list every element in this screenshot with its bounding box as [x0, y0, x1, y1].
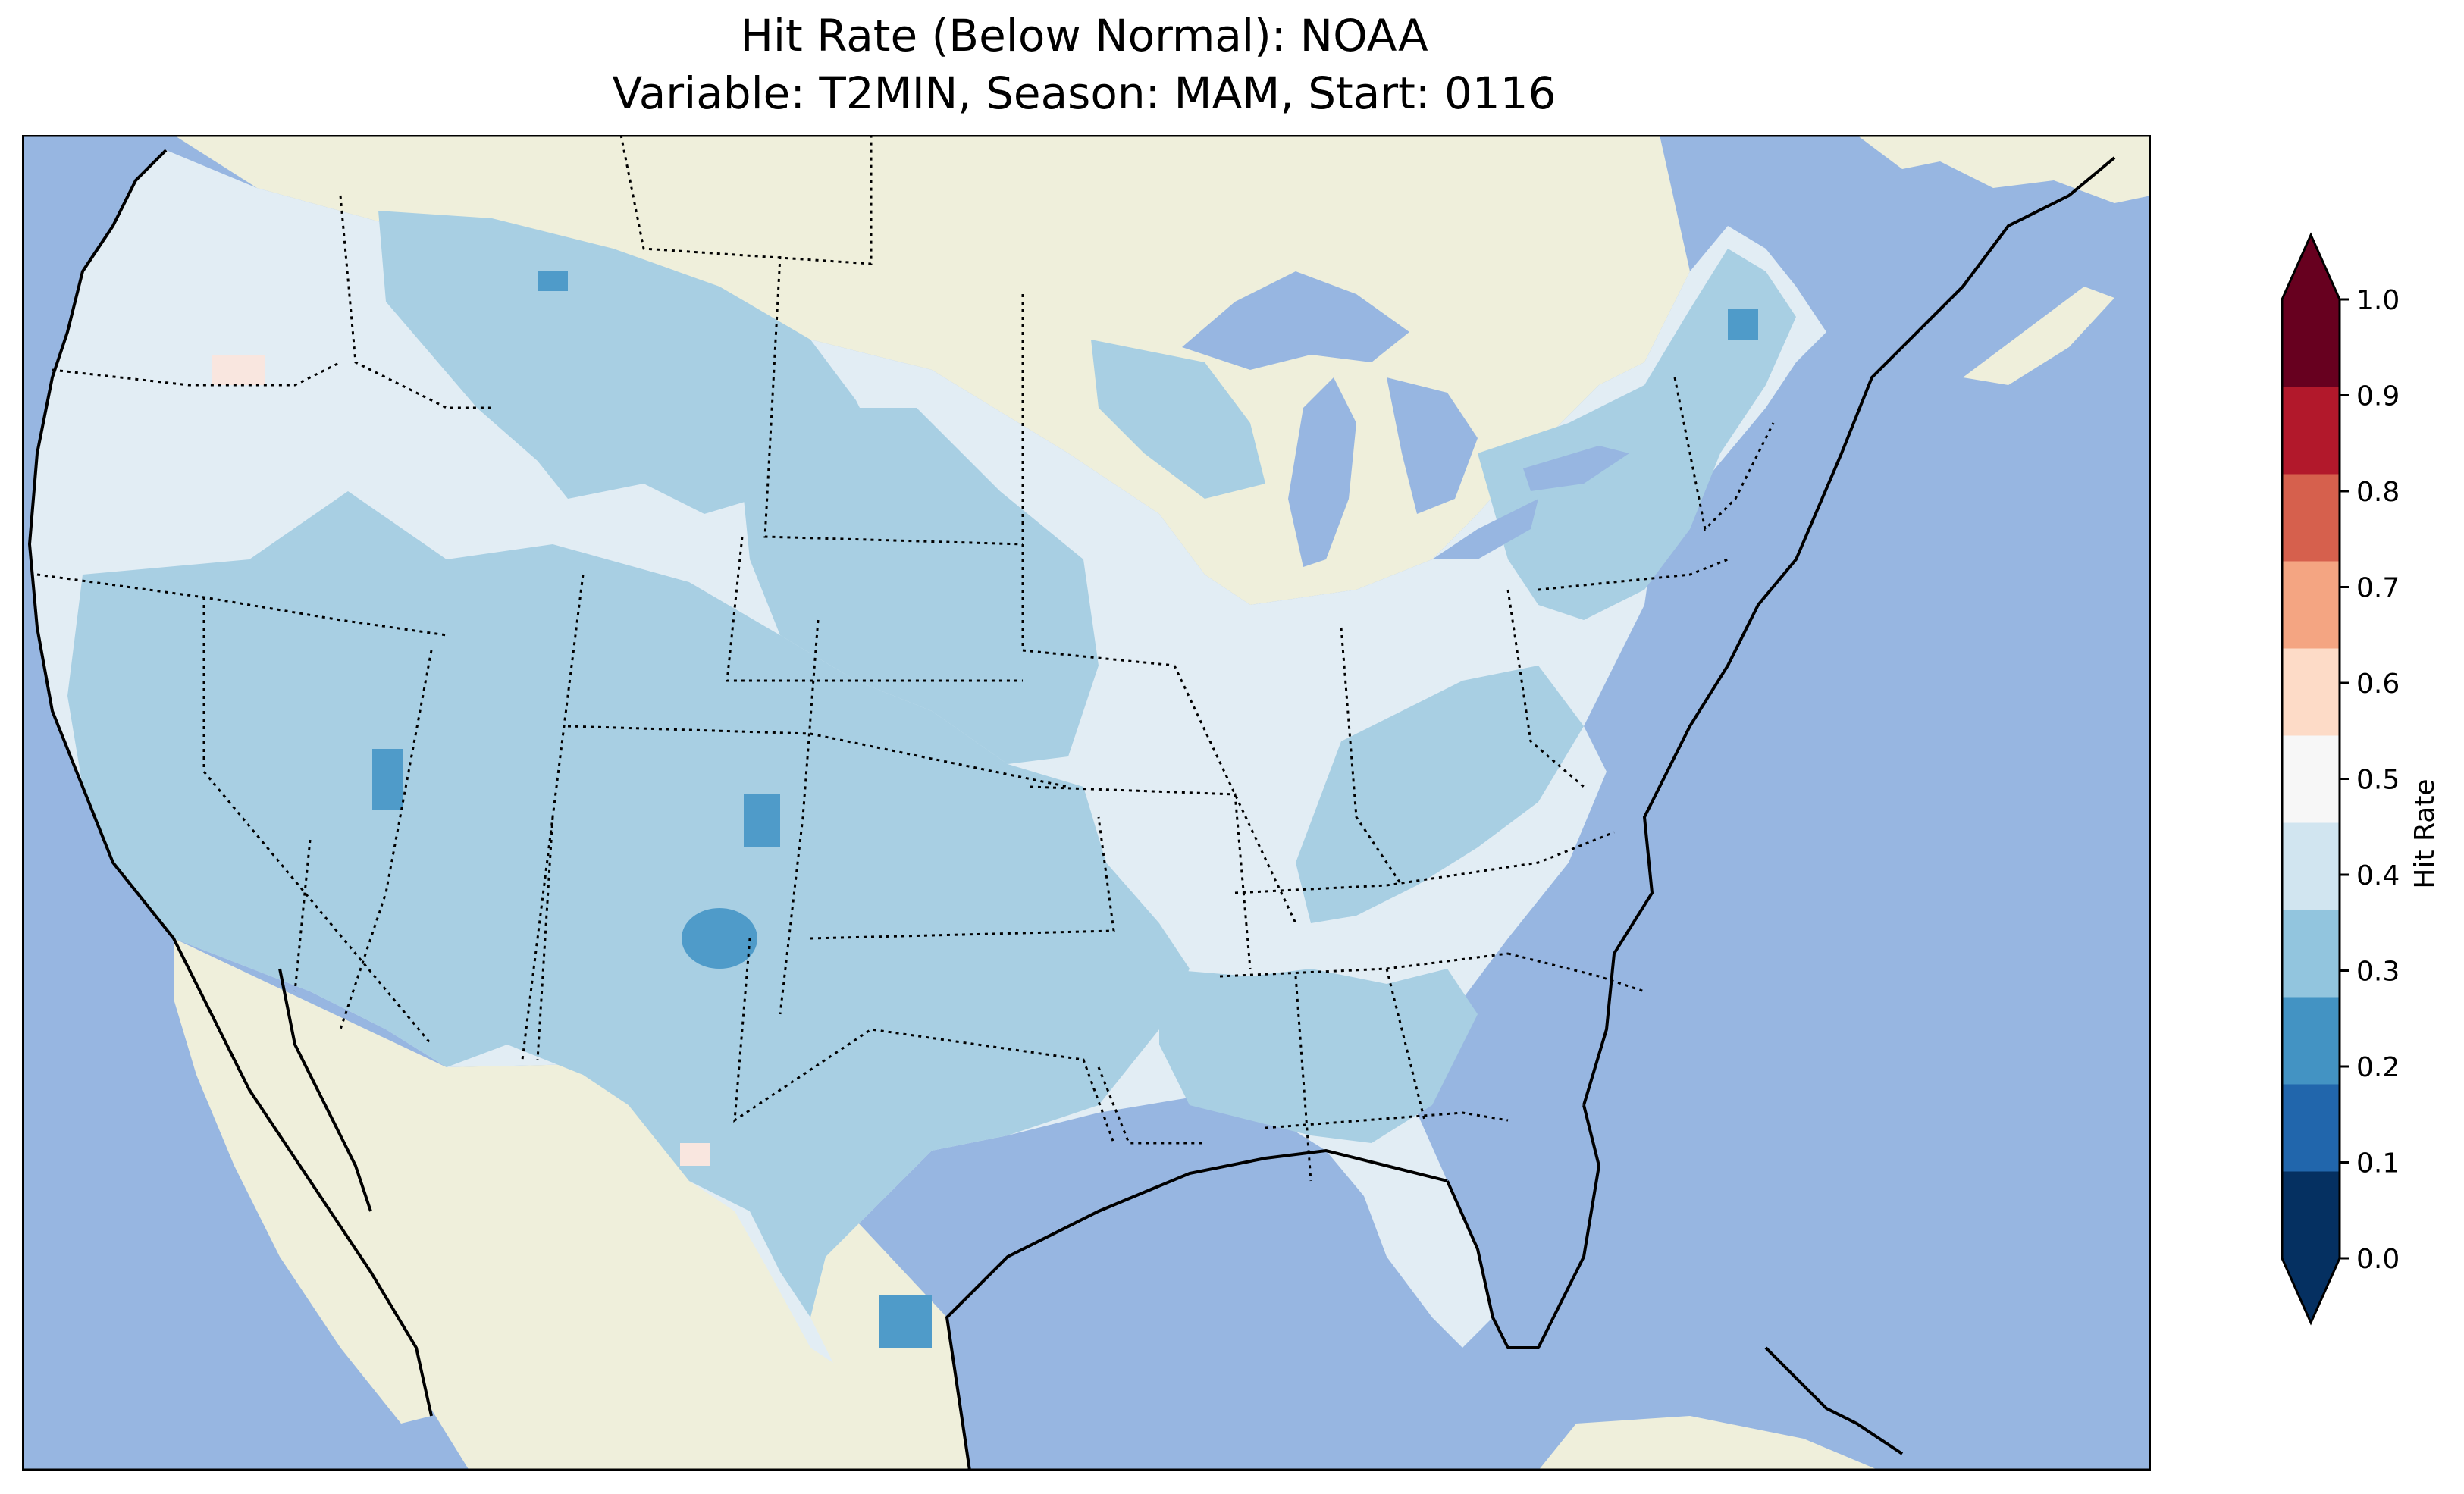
lake-huron — [1387, 377, 1478, 514]
colorbar-tick-label: 0.1 — [2356, 1148, 2400, 1179]
hit-region-southwest — [67, 491, 1190, 1317]
border-new-england — [1673, 377, 1775, 532]
colorbar-tick-label: 0.4 — [2356, 860, 2400, 891]
colorbar-segment — [2282, 1084, 2340, 1172]
coastline-gulf — [945, 1148, 1448, 1471]
lake-superior — [1182, 271, 1409, 370]
colorbar-segment — [2282, 561, 2340, 649]
border-or-nv — [36, 573, 447, 637]
colorbar-tick-label: 0.8 — [2356, 477, 2400, 508]
colorbar-segment — [2282, 1171, 2340, 1259]
border-ohio-pa — [1506, 589, 1585, 788]
border-nebraska — [567, 725, 1069, 788]
colorbar-tick-label: 0.5 — [2356, 765, 2400, 796]
colorbar-segment — [2282, 474, 2340, 562]
colorbar-tick-label: 1.0 — [2356, 285, 2400, 316]
colorbar-ticks: 0.0 0.1 0.2 0.3 0.4 0.5 0.6 0.7 0.8 0.9 1.0 — [2340, 285, 2400, 1275]
colorbar-tick-label: 0.0 — [2356, 1244, 2400, 1275]
hit-region-upper-midwest — [1091, 340, 1265, 499]
colorbar-segments — [2282, 299, 2340, 1259]
coastline-east — [1582, 156, 2116, 1106]
border-tn-ky — [1234, 831, 1615, 894]
colorbar-segment — [2282, 735, 2340, 823]
hit-region-0.2-f — [1728, 309, 1758, 340]
great-lakes — [1182, 271, 1629, 567]
border-id-mt — [339, 195, 492, 409]
hit-0.5-0.6-regions — [212, 355, 710, 1166]
colorbar-tick-label: 0.7 — [2356, 573, 2400, 604]
colorbar-tick-label: 0.9 — [2356, 381, 2400, 412]
baja-peninsula — [174, 938, 431, 1424]
colorbar: 0.0 0.1 0.2 0.3 0.4 0.5 0.6 0.7 0.8 0.9 1.0 Hit Ra… — [2281, 232, 2440, 1326]
hit-region-0.2-d — [682, 908, 757, 969]
map-panel — [22, 135, 2151, 1471]
colorbar-segment — [2282, 299, 2340, 387]
coastline-west — [27, 149, 433, 1417]
border-wa-or — [52, 361, 341, 387]
hit-0.2-0.3-regions — [372, 271, 1758, 1348]
hit-region-0.2-a — [538, 271, 568, 291]
coastline-bahamas — [1764, 1346, 1904, 1455]
border-indiana-ohio — [1340, 627, 1403, 886]
border-az-ca — [293, 839, 312, 992]
border-carolinas — [1507, 952, 1645, 993]
lake-michigan — [1288, 377, 1356, 567]
colorbar-tick-label: 0.2 — [2356, 1052, 2400, 1083]
hit-0.3-0.4-regions — [67, 211, 1796, 1317]
colorbar-under-triangle — [2282, 1258, 2340, 1323]
hit-region-0.2-b — [372, 749, 403, 810]
border-ny-pa — [1538, 558, 1729, 591]
border-ca-nv — [202, 597, 433, 1045]
border-co-ks — [779, 619, 820, 1015]
border-minnesota — [1021, 294, 1175, 667]
border-nm-az — [536, 816, 554, 1060]
border-nv-ut — [339, 650, 433, 1030]
hit-region-northeast — [1478, 249, 1796, 620]
colorbar-tick-label: 0.6 — [2356, 669, 2400, 700]
hit-region-0.2-c — [744, 794, 780, 847]
colorbar-segment — [2282, 822, 2340, 910]
colorbar-over-triangle — [2282, 235, 2340, 299]
colorbar-segment — [2282, 387, 2340, 475]
colorbar-tick-label: 0.3 — [2356, 957, 2400, 988]
coastlines — [27, 149, 2116, 1471]
hit-region-0.2-e — [879, 1295, 932, 1348]
canada-land — [166, 135, 2151, 203]
hit-region-southeast — [1159, 969, 1478, 1143]
border-ga-fl — [1265, 1111, 1509, 1129]
border-south-dakota — [726, 536, 1023, 682]
chart-title: Hit Rate (Below Normal): NOAA — [740, 10, 1428, 61]
hit-region-appalachia — [1296, 666, 1584, 923]
coastline-florida — [1446, 1104, 1601, 1349]
colorbar-segment — [2282, 648, 2340, 736]
cuba — [1538, 1416, 1879, 1471]
lake-erie — [1432, 499, 1538, 559]
border-texas — [733, 938, 1115, 1144]
colorbar-segment — [2282, 997, 2340, 1085]
colorbar-segment — [2282, 910, 2340, 998]
border-canada — [619, 135, 873, 265]
border-kansas-ok — [810, 816, 1115, 940]
coastline-baja-east — [278, 968, 372, 1212]
border-north-dakota — [763, 255, 1024, 546]
lake-ontario — [1523, 446, 1629, 491]
colorbar-label: Hit Rate — [2409, 778, 2440, 888]
hit-region-0.5-b — [680, 1143, 710, 1166]
mexico-land — [174, 938, 970, 1471]
state-borders — [36, 135, 1775, 1182]
hit-region-plains — [735, 408, 1099, 764]
nova-scotia — [1963, 287, 2114, 385]
chart-subtitle: Variable: T2MIN, Season: MAM, Start: 011… — [612, 67, 1556, 119]
border-iowa-mo — [1030, 785, 1252, 969]
hit-region-0.5-a — [212, 355, 265, 385]
border-al-ga — [1385, 968, 1426, 1121]
border-illinois — [1173, 665, 1297, 924]
map-frame — [22, 135, 2151, 1471]
